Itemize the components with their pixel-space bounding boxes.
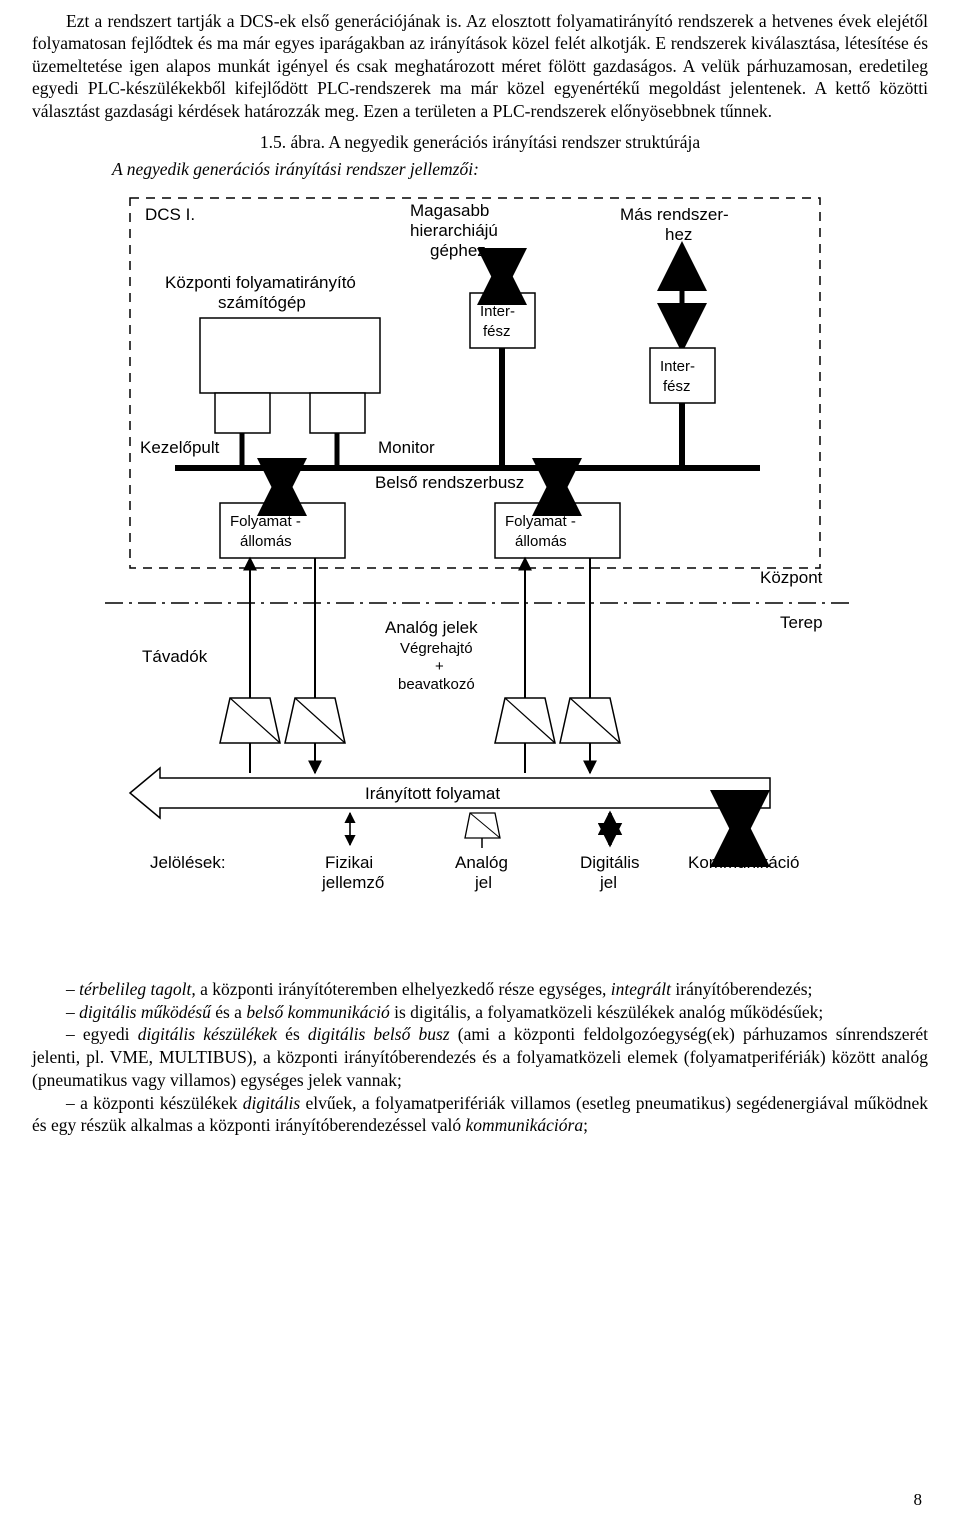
label-phys1: Fizikai bbox=[325, 853, 373, 872]
label-trans: Távadók bbox=[142, 647, 208, 666]
label-st1b: állomás bbox=[240, 533, 292, 550]
label-hier2: hierarchiájú bbox=[410, 221, 498, 240]
bullet-list: – térbelileg tagolt, a központi irányító… bbox=[32, 978, 928, 1137]
system-diagram: DCS I. Magasabb hierarchiájú géphez Más … bbox=[100, 188, 860, 928]
label-dcs: DCS I. bbox=[145, 205, 195, 224]
label-dig2: jel bbox=[599, 873, 617, 892]
bullet-1: – térbelileg tagolt, a központi irányító… bbox=[32, 978, 928, 1001]
label-act: beavatkozó bbox=[398, 676, 475, 693]
label-st1a: Folyamat - bbox=[230, 513, 301, 530]
bullet-3: – egyedi digitális készülékek és digitál… bbox=[32, 1023, 928, 1091]
label-dig1: Digitális bbox=[580, 853, 640, 872]
label-cpu2: számítógép bbox=[218, 293, 306, 312]
label-cpu1: Központi folyamatirányító bbox=[165, 273, 356, 292]
label-center: Központ bbox=[760, 568, 823, 587]
label-anal2: jel bbox=[474, 873, 492, 892]
figure-subtitle: A negyedik generációs irányítási rendsze… bbox=[112, 159, 928, 180]
label-comm: Kommunikáció bbox=[688, 853, 800, 872]
label-exec: Végrehajtó bbox=[400, 640, 473, 657]
label-other2: hez bbox=[665, 225, 692, 244]
label-inter1a: Inter- bbox=[480, 303, 515, 320]
page-number: 8 bbox=[914, 1490, 923, 1510]
label-legend: Jelölések: bbox=[150, 853, 226, 872]
label-panel: Kezelőpult bbox=[140, 438, 220, 457]
label-other1: Más rendszer- bbox=[620, 205, 729, 224]
label-inter1b: fész bbox=[483, 323, 511, 340]
label-st2b: állomás bbox=[515, 533, 567, 550]
label-bus: Belső rendszerbusz bbox=[375, 473, 524, 492]
bullet-2: – digitális működésű és a belső kommunik… bbox=[32, 1001, 928, 1024]
diagram-container: DCS I. Magasabb hierarchiájú géphez Más … bbox=[32, 188, 928, 928]
label-st2a: Folyamat - bbox=[505, 513, 576, 530]
label-plus: + bbox=[435, 658, 444, 675]
bullet-4: – a központi készülékek digitális elvűek… bbox=[32, 1092, 928, 1138]
label-analog: Analóg jelek bbox=[385, 618, 478, 637]
label-inter2b: fész bbox=[663, 378, 691, 395]
label-phys2: jellemző bbox=[321, 873, 384, 892]
figure-caption: 1.5. ábra. A negyedik generációs irányít… bbox=[32, 132, 928, 153]
label-hier1: Magasabb bbox=[410, 201, 489, 220]
label-inter2a: Inter- bbox=[660, 358, 695, 375]
label-anal1: Analóg bbox=[455, 853, 508, 872]
label-hier3: géphez bbox=[430, 241, 486, 260]
label-monitor: Monitor bbox=[378, 438, 435, 457]
intro-paragraph: Ezt a rendszert tartják a DCS-ek első ge… bbox=[32, 10, 928, 122]
label-process: Irányított folyamat bbox=[365, 784, 500, 803]
label-field: Terep bbox=[780, 613, 823, 632]
